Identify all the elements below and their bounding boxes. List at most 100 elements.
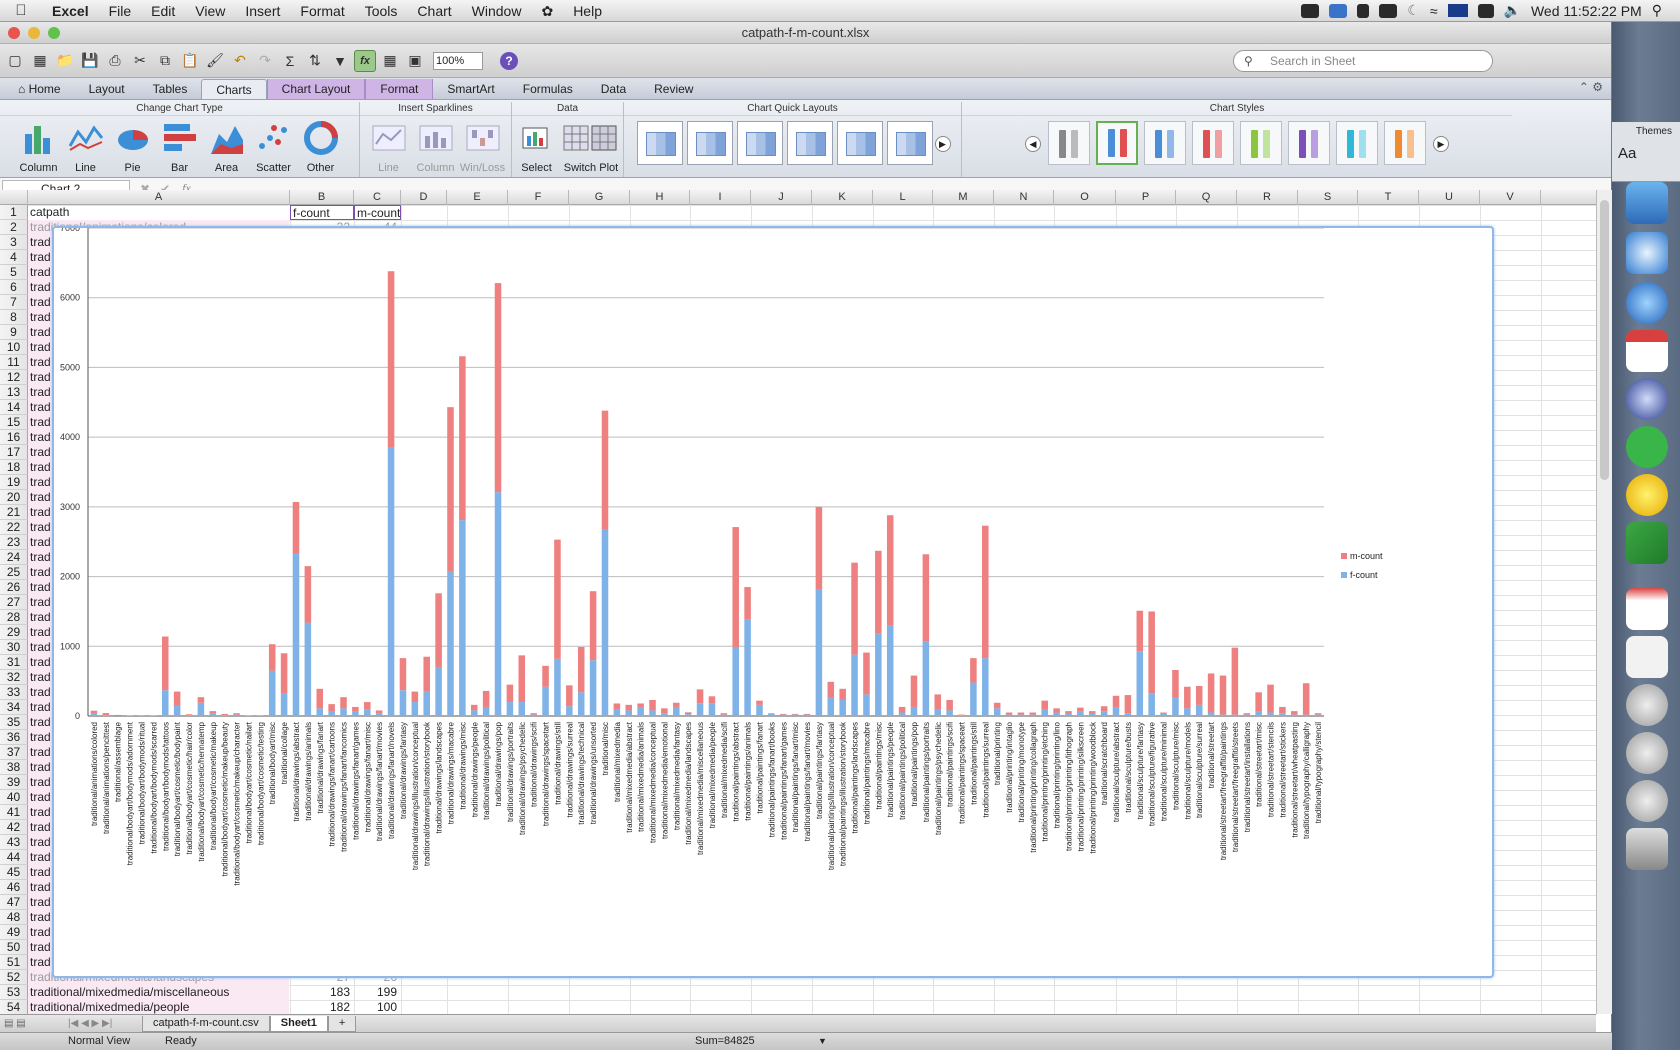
row-header-11[interactable]: 11 <box>0 355 28 370</box>
cell-a14[interactable]: trad <box>30 400 51 414</box>
chart-style-6[interactable] <box>1288 121 1330 165</box>
cell-a3[interactable]: trad <box>30 235 51 249</box>
cell-a23[interactable]: trad <box>30 535 51 549</box>
status-sum-dropdown-icon[interactable]: ▼ <box>818 1036 827 1046</box>
row-header-17[interactable]: 17 <box>0 445 28 460</box>
column-header-l[interactable]: L <box>873 190 933 205</box>
vertical-scroll-thumb[interactable] <box>1600 200 1609 480</box>
chart-object[interactable]: 0 1000 2000 3000 4000 5000 6000 7000 traditional… <box>52 223 1494 978</box>
tab-tables[interactable]: Tables <box>152 82 188 96</box>
dropbox-icon[interactable] <box>1329 3 1348 18</box>
cell-a19[interactable]: trad <box>30 475 51 489</box>
column-header-t[interactable]: T <box>1358 190 1419 205</box>
row-header-32[interactable]: 32 <box>0 670 28 685</box>
save-icon[interactable]: 💾 <box>81 52 99 68</box>
volume-icon[interactable]: 🔈 <box>1503 2 1521 18</box>
tab-formulas[interactable]: Formulas <box>522 82 573 96</box>
row-header-41[interactable]: 41 <box>0 805 28 820</box>
spotify-icon[interactable] <box>1626 426 1668 468</box>
column-header-b[interactable]: B <box>290 190 354 205</box>
switch-plot-button[interactable]: Switch Plot <box>560 120 622 174</box>
tab-review[interactable]: Review <box>654 82 694 96</box>
row-header-24[interactable]: 24 <box>0 550 28 565</box>
row-header-38[interactable]: 38 <box>0 760 28 775</box>
cell-a15[interactable]: trad <box>30 415 51 429</box>
quick-layout-2[interactable] <box>686 121 733 165</box>
column-header-n[interactable]: N <box>994 190 1054 205</box>
pdf-doc-icon[interactable] <box>1626 588 1668 630</box>
column-header-c[interactable]: C <box>354 190 401 205</box>
close-window-button[interactable] <box>8 26 20 39</box>
tab-data[interactable]: Data <box>600 82 627 96</box>
tab-smartart[interactable]: SmartArt <box>447 82 495 96</box>
cell-a37[interactable]: trad <box>30 745 51 759</box>
column-header-u[interactable]: U <box>1419 190 1480 205</box>
row-header-25[interactable]: 25 <box>0 565 28 580</box>
chart-style-7[interactable] <box>1336 121 1378 165</box>
moon-icon[interactable]: ☾ <box>1407 2 1420 18</box>
cell-b54[interactable]: 182 <box>329 1000 350 1014</box>
sort-icon[interactable]: ⇅ <box>309 52 321 68</box>
status-sum[interactable]: Sum=84825 <box>695 1035 755 1047</box>
gallery-icon[interactable]: ▦ <box>383 52 397 68</box>
status-view[interactable]: Normal View <box>68 1035 131 1047</box>
stacked-column-chart[interactable]: 0 1000 2000 3000 4000 5000 6000 7000 traditional… <box>54 223 1492 976</box>
confirm-icon[interactable]: ✔ <box>160 181 171 196</box>
row-header-40[interactable]: 40 <box>0 790 28 805</box>
tab-home[interactable]: ⌂ Home <box>18 82 61 96</box>
column-header-v[interactable]: V <box>1480 190 1541 205</box>
menu-file[interactable]: File <box>108 2 132 19</box>
sparkline-column-button[interactable]: Column <box>412 120 459 174</box>
timemachine-icon[interactable] <box>1477 3 1494 18</box>
cell-b53[interactable]: 183 <box>329 985 350 999</box>
cell-a16[interactable]: trad <box>30 430 51 444</box>
row-header-14[interactable]: 14 <box>0 400 28 415</box>
cell-a18[interactable]: trad <box>30 460 51 474</box>
zoom-select[interactable]: 100% <box>433 51 483 70</box>
chart-styles-next-icon[interactable]: ▶ <box>1433 136 1449 152</box>
row-header-33[interactable]: 33 <box>0 685 28 700</box>
column-header-h[interactable]: H <box>630 190 690 205</box>
cell-a5[interactable]: trad <box>30 265 51 279</box>
cell-a43[interactable]: trad <box>30 835 51 849</box>
column-header-g[interactable]: G <box>569 190 630 205</box>
status-app-icon[interactable] <box>1301 3 1320 18</box>
row-header-49[interactable]: 49 <box>0 925 28 940</box>
menu-help[interactable]: Help <box>573 2 602 19</box>
select-all-corner[interactable] <box>0 190 28 205</box>
cell-a50[interactable]: trad <box>30 940 51 954</box>
vertical-scrollbar[interactable] <box>1596 190 1612 1014</box>
chart-style-8[interactable] <box>1384 121 1426 165</box>
row-header-42[interactable]: 42 <box>0 820 28 835</box>
cancel-icon[interactable]: ✖ <box>140 181 151 196</box>
row-header-21[interactable]: 21 <box>0 505 28 520</box>
area-chart-button[interactable]: Area <box>203 120 250 174</box>
cell-a24[interactable]: trad <box>30 550 51 564</box>
at-stack-icon-2[interactable] <box>1626 732 1668 774</box>
cell-a49[interactable]: trad <box>30 925 51 939</box>
row-header-3[interactable]: 3 <box>0 235 28 250</box>
tab-chart-layout[interactable]: Chart Layout <box>266 79 366 99</box>
cell-a4[interactable]: trad <box>30 250 51 264</box>
row-header-2[interactable]: 2 <box>0 220 28 235</box>
pie-chart-button[interactable]: Pie <box>109 120 156 174</box>
column-header-s[interactable]: S <box>1298 190 1358 205</box>
tools-icon[interactable] <box>1357 3 1370 18</box>
finder-icon[interactable] <box>1626 182 1668 224</box>
row-header-44[interactable]: 44 <box>0 850 28 865</box>
ribbon-gear-icon[interactable]: ⌃ ⚙ <box>1578 80 1603 94</box>
row-header-6[interactable]: 6 <box>0 280 28 295</box>
cell-a39[interactable]: trad <box>30 775 51 789</box>
sheet-tab-sheet1[interactable]: Sheet1 <box>269 1015 328 1032</box>
row-header-30[interactable]: 30 <box>0 640 28 655</box>
cell-a41[interactable]: trad <box>30 805 51 819</box>
row-header-7[interactable]: 7 <box>0 295 28 310</box>
row-header-20[interactable]: 20 <box>0 490 28 505</box>
ical-icon[interactable] <box>1626 330 1668 372</box>
quick-layout-6[interactable] <box>886 121 933 165</box>
row-header-16[interactable]: 16 <box>0 430 28 445</box>
column-header-e[interactable]: E <box>447 190 508 205</box>
cell-a25[interactable]: trad <box>30 565 51 579</box>
column-chart-button[interactable]: Column <box>15 120 62 174</box>
cell-a44[interactable]: trad <box>30 850 51 864</box>
